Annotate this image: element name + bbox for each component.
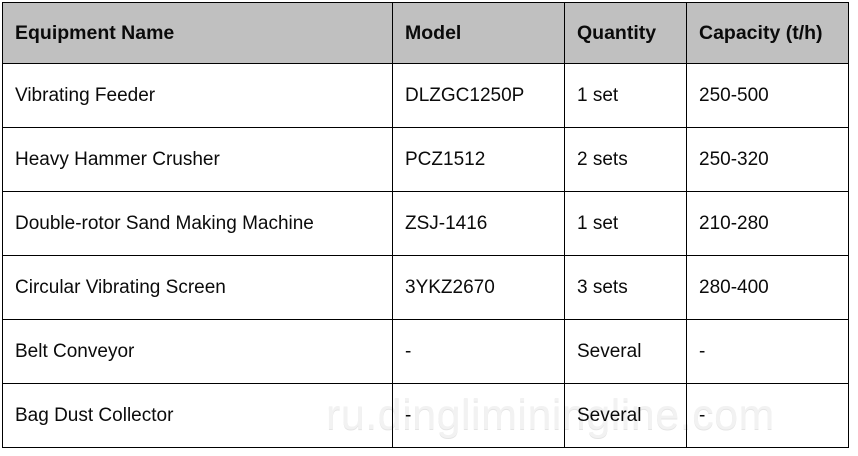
table-row: Bag Dust Collector - Several -	[2, 383, 849, 448]
cell-model: 3YKZ2670	[392, 255, 565, 320]
table-row: Belt Conveyor - Several -	[2, 319, 849, 384]
cell-model: -	[392, 319, 565, 384]
cell-equipment-name: Vibrating Feeder	[2, 63, 393, 128]
cell-capacity: 250-500	[686, 63, 849, 128]
equipment-specification-table: Equipment Name Model Quantity Capacity (…	[2, 2, 849, 448]
table-header-row: Equipment Name Model Quantity Capacity (…	[2, 2, 849, 64]
cell-model: ZSJ-1416	[392, 191, 565, 256]
cell-equipment-name: Heavy Hammer Crusher	[2, 127, 393, 192]
table-row: Circular Vibrating Screen 3YKZ2670 3 set…	[2, 255, 849, 320]
column-header-equipment-name: Equipment Name	[2, 2, 393, 64]
table-row: Heavy Hammer Crusher PCZ1512 2 sets 250-…	[2, 127, 849, 192]
table-header: Equipment Name Model Quantity Capacity (…	[2, 2, 849, 64]
equipment-specification-table-container: Equipment Name Model Quantity Capacity (…	[2, 2, 849, 448]
column-header-capacity: Capacity (t/h)	[686, 2, 849, 64]
cell-quantity: 3 sets	[564, 255, 687, 320]
cell-equipment-name: Bag Dust Collector	[2, 383, 393, 448]
cell-quantity: 1 set	[564, 191, 687, 256]
cell-model: PCZ1512	[392, 127, 565, 192]
cell-capacity: 280-400	[686, 255, 849, 320]
cell-quantity: Several	[564, 383, 687, 448]
table-row: Vibrating Feeder DLZGC1250P 1 set 250-50…	[2, 63, 849, 128]
cell-quantity: Several	[564, 319, 687, 384]
cell-equipment-name: Circular Vibrating Screen	[2, 255, 393, 320]
cell-capacity: 250-320	[686, 127, 849, 192]
cell-model: -	[392, 383, 565, 448]
column-header-quantity: Quantity	[564, 2, 687, 64]
cell-equipment-name: Belt Conveyor	[2, 319, 393, 384]
column-header-model: Model	[392, 2, 565, 64]
cell-equipment-name: Double-rotor Sand Making Machine	[2, 191, 393, 256]
cell-quantity: 1 set	[564, 63, 687, 128]
cell-capacity: 210-280	[686, 191, 849, 256]
cell-capacity: -	[686, 383, 849, 448]
table-body: Vibrating Feeder DLZGC1250P 1 set 250-50…	[2, 63, 849, 448]
cell-capacity: -	[686, 319, 849, 384]
cell-quantity: 2 sets	[564, 127, 687, 192]
table-row: Double-rotor Sand Making Machine ZSJ-141…	[2, 191, 849, 256]
cell-model: DLZGC1250P	[392, 63, 565, 128]
